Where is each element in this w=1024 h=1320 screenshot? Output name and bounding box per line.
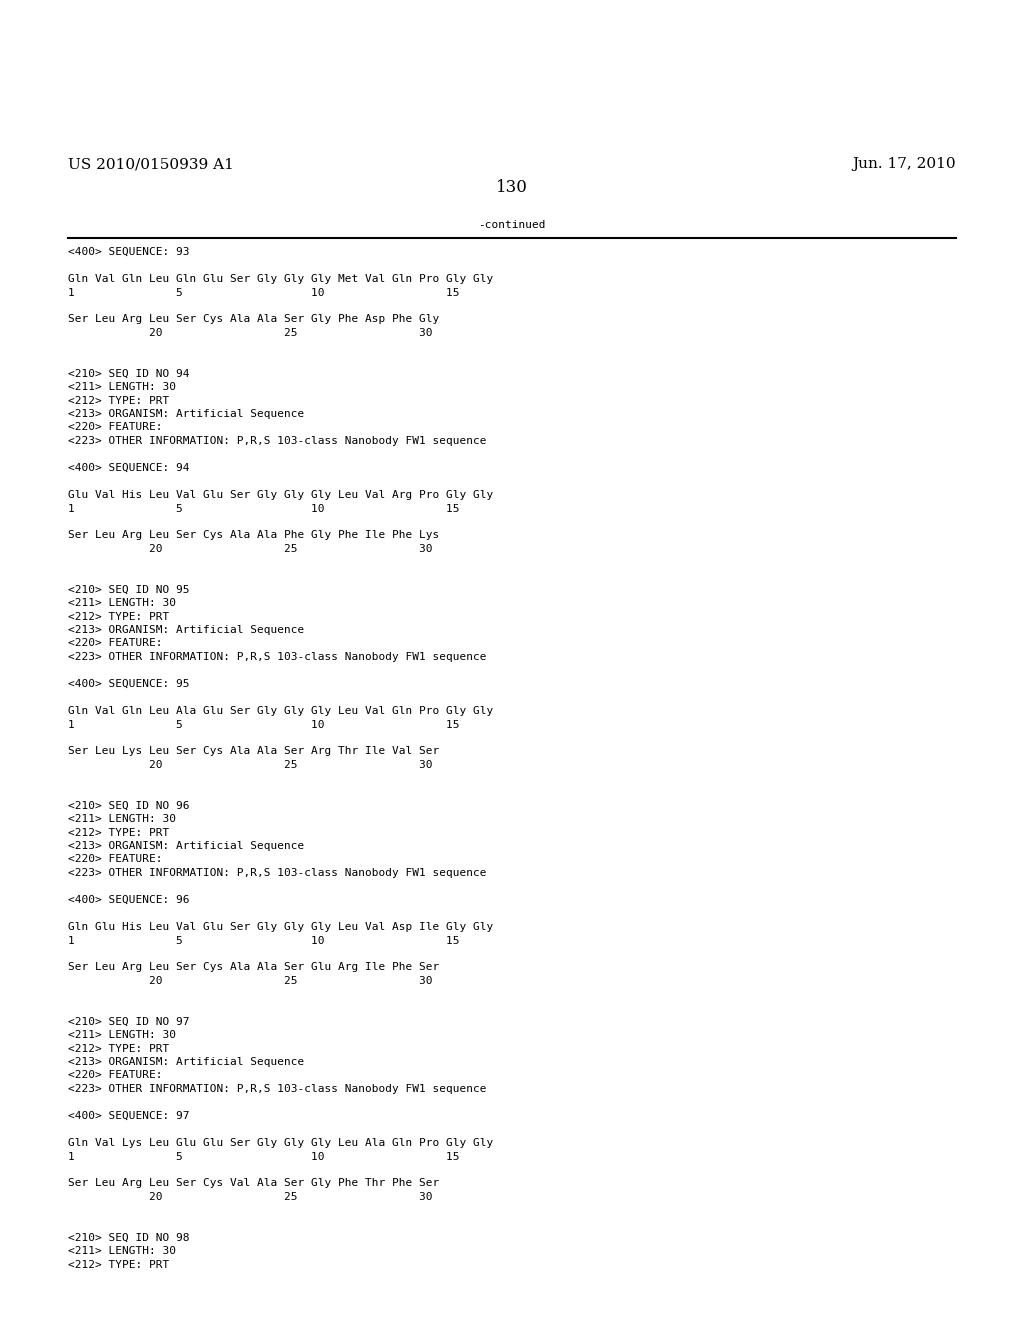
- Text: 1               5                   10                  15: 1 5 10 15: [68, 719, 460, 730]
- Text: <210> SEQ ID NO 98: <210> SEQ ID NO 98: [68, 1233, 189, 1242]
- Text: <210> SEQ ID NO 97: <210> SEQ ID NO 97: [68, 1016, 189, 1027]
- Text: <212> TYPE: PRT: <212> TYPE: PRT: [68, 1259, 169, 1270]
- Text: <212> TYPE: PRT: <212> TYPE: PRT: [68, 611, 169, 622]
- Text: <212> TYPE: PRT: <212> TYPE: PRT: [68, 1044, 169, 1053]
- Text: Gln Val Lys Leu Glu Glu Ser Gly Gly Gly Leu Ala Gln Pro Gly Gly: Gln Val Lys Leu Glu Glu Ser Gly Gly Gly …: [68, 1138, 494, 1148]
- Text: <213> ORGANISM: Artificial Sequence: <213> ORGANISM: Artificial Sequence: [68, 624, 304, 635]
- Text: <400> SEQUENCE: 95: <400> SEQUENCE: 95: [68, 678, 189, 689]
- Text: <223> OTHER INFORMATION: P,R,S 103-class Nanobody FW1 sequence: <223> OTHER INFORMATION: P,R,S 103-class…: [68, 869, 486, 878]
- Text: <213> ORGANISM: Artificial Sequence: <213> ORGANISM: Artificial Sequence: [68, 841, 304, 851]
- Text: 20                  25                  30: 20 25 30: [68, 327, 432, 338]
- Text: <220> FEATURE:: <220> FEATURE:: [68, 854, 163, 865]
- Text: 130: 130: [496, 180, 528, 195]
- Text: <400> SEQUENCE: 96: <400> SEQUENCE: 96: [68, 895, 189, 906]
- Text: <211> LENGTH: 30: <211> LENGTH: 30: [68, 1246, 176, 1257]
- Text: <400> SEQUENCE: 94: <400> SEQUENCE: 94: [68, 463, 189, 473]
- Text: 20                  25                  30: 20 25 30: [68, 975, 432, 986]
- Text: <210> SEQ ID NO 95: <210> SEQ ID NO 95: [68, 585, 189, 594]
- Text: <220> FEATURE:: <220> FEATURE:: [68, 422, 163, 433]
- Text: <211> LENGTH: 30: <211> LENGTH: 30: [68, 814, 176, 824]
- Text: <223> OTHER INFORMATION: P,R,S 103-class Nanobody FW1 sequence: <223> OTHER INFORMATION: P,R,S 103-class…: [68, 436, 486, 446]
- Text: 1               5                   10                  15: 1 5 10 15: [68, 288, 460, 297]
- Text: Ser Leu Arg Leu Ser Cys Val Ala Ser Gly Phe Thr Phe Ser: Ser Leu Arg Leu Ser Cys Val Ala Ser Gly …: [68, 1179, 439, 1188]
- Text: Ser Leu Arg Leu Ser Cys Ala Ala Phe Gly Phe Ile Phe Lys: Ser Leu Arg Leu Ser Cys Ala Ala Phe Gly …: [68, 531, 439, 540]
- Text: <223> OTHER INFORMATION: P,R,S 103-class Nanobody FW1 sequence: <223> OTHER INFORMATION: P,R,S 103-class…: [68, 1084, 486, 1094]
- Text: Ser Leu Lys Leu Ser Cys Ala Ala Ser Arg Thr Ile Val Ser: Ser Leu Lys Leu Ser Cys Ala Ala Ser Arg …: [68, 747, 439, 756]
- Text: 20                  25                  30: 20 25 30: [68, 760, 432, 770]
- Text: <213> ORGANISM: Artificial Sequence: <213> ORGANISM: Artificial Sequence: [68, 1057, 304, 1067]
- Text: Gln Val Gln Leu Gln Glu Ser Gly Gly Gly Met Val Gln Pro Gly Gly: Gln Val Gln Leu Gln Glu Ser Gly Gly Gly …: [68, 275, 494, 284]
- Text: Jun. 17, 2010: Jun. 17, 2010: [852, 157, 956, 172]
- Text: <400> SEQUENCE: 93: <400> SEQUENCE: 93: [68, 247, 189, 257]
- Text: 20                  25                  30: 20 25 30: [68, 1192, 432, 1203]
- Text: US 2010/0150939 A1: US 2010/0150939 A1: [68, 157, 233, 172]
- Text: 1               5                   10                  15: 1 5 10 15: [68, 503, 460, 513]
- Text: <220> FEATURE:: <220> FEATURE:: [68, 1071, 163, 1081]
- Text: <211> LENGTH: 30: <211> LENGTH: 30: [68, 1030, 176, 1040]
- Text: <212> TYPE: PRT: <212> TYPE: PRT: [68, 396, 169, 405]
- Text: Ser Leu Arg Leu Ser Cys Ala Ala Ser Glu Arg Ile Phe Ser: Ser Leu Arg Leu Ser Cys Ala Ala Ser Glu …: [68, 962, 439, 973]
- Text: Glu Val His Leu Val Glu Ser Gly Gly Gly Leu Val Arg Pro Gly Gly: Glu Val His Leu Val Glu Ser Gly Gly Gly …: [68, 490, 494, 500]
- Text: 1               5                   10                  15: 1 5 10 15: [68, 936, 460, 945]
- Text: <211> LENGTH: 30: <211> LENGTH: 30: [68, 598, 176, 609]
- Text: -continued: -continued: [478, 220, 546, 230]
- Text: <213> ORGANISM: Artificial Sequence: <213> ORGANISM: Artificial Sequence: [68, 409, 304, 418]
- Text: <400> SEQUENCE: 97: <400> SEQUENCE: 97: [68, 1111, 189, 1121]
- Text: 1               5                   10                  15: 1 5 10 15: [68, 1151, 460, 1162]
- Text: <211> LENGTH: 30: <211> LENGTH: 30: [68, 381, 176, 392]
- Text: Ser Leu Arg Leu Ser Cys Ala Ala Ser Gly Phe Asp Phe Gly: Ser Leu Arg Leu Ser Cys Ala Ala Ser Gly …: [68, 314, 439, 325]
- Text: <220> FEATURE:: <220> FEATURE:: [68, 639, 163, 648]
- Text: <223> OTHER INFORMATION: P,R,S 103-class Nanobody FW1 sequence: <223> OTHER INFORMATION: P,R,S 103-class…: [68, 652, 486, 663]
- Text: Gln Glu His Leu Val Glu Ser Gly Gly Gly Leu Val Asp Ile Gly Gly: Gln Glu His Leu Val Glu Ser Gly Gly Gly …: [68, 921, 494, 932]
- Text: <212> TYPE: PRT: <212> TYPE: PRT: [68, 828, 169, 837]
- Text: <210> SEQ ID NO 94: <210> SEQ ID NO 94: [68, 368, 189, 379]
- Text: 20                  25                  30: 20 25 30: [68, 544, 432, 554]
- Text: Gln Val Gln Leu Ala Glu Ser Gly Gly Gly Leu Val Gln Pro Gly Gly: Gln Val Gln Leu Ala Glu Ser Gly Gly Gly …: [68, 706, 494, 715]
- Text: <210> SEQ ID NO 96: <210> SEQ ID NO 96: [68, 800, 189, 810]
